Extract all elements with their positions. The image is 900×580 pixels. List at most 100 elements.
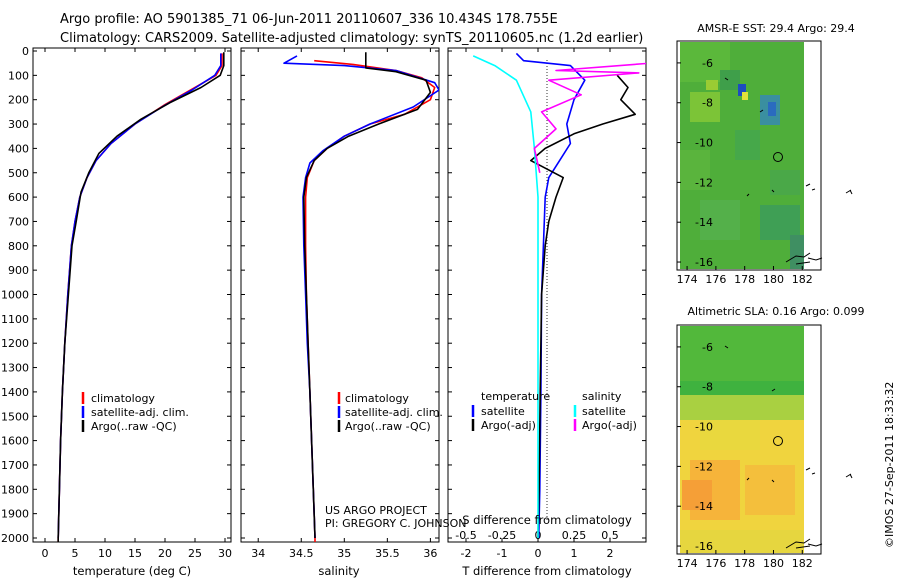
sla-map: Altimetric SLA: 0.16 Argo: 0.099 174 176 1… [676,305,865,570]
depth-tick-label: 1300 [1,362,29,375]
sst-map: AMSR-E SST: 29.4 Argo: 29.4 174 176 178 180… [676,22,855,286]
salinity-x-label: salinity [318,564,359,578]
temperature-legend: climatology satellite-adj. clim. Argo(..… [81,392,189,433]
legend-title-salinity: salinity [582,390,622,403]
map-lat-tick-label: -8 [702,381,713,394]
sst-y-axis: -6 -8 -10 -12 -14 -16 [677,57,713,269]
t-difference-x-tick-label: -1 [497,547,508,560]
sst-field [680,42,804,269]
legend-title-temperature: temperature [481,390,550,403]
map-lat-tick-label: -14 [695,216,713,229]
map-lat-tick-label: -14 [695,500,713,513]
depth-tick-label: 300 [8,118,29,131]
depth-tick-label: 1700 [1,459,29,472]
depth-tick-label: 1200 [1,337,29,350]
depth-axis: 0 100 200 300 400 500 600 700 800 900 1000 1100 1200… [1,45,646,545]
map-lat-tick-label: -16 [695,540,713,553]
temperature-x-tick-label: 30 [218,547,232,560]
legend-label-argo: Argo(..raw -QC) [91,420,177,433]
map-lon-tick-label: 174 [677,557,698,570]
difference-legend: temperature salinity satellite Argo(-adj… [471,390,637,432]
map-lon-tick-label: 178 [734,557,755,570]
legend-label-s-argo: Argo(-adj) [582,419,637,432]
map-lat-tick-label: -12 [695,460,713,473]
salinity-legend: climatology satellite-adj. clim. Argo(..… [337,392,443,433]
sst-coastlines [724,77,853,265]
map-lon-tick-label: 180 [763,273,784,286]
temperature-x-tick-label: 15 [128,547,142,560]
s-difference-x-tick-label: -0.25 [488,529,516,542]
depth-tick-label: 1800 [1,483,29,496]
map-lat-tick-label: -12 [695,176,713,189]
t-difference-x-tick-label: -2 [461,547,472,560]
salinity-x-tick-label: 34.5 [289,547,314,560]
temperature-x-tick-label: 25 [188,547,202,560]
t-difference-x-tick-label: 0 [535,547,542,560]
legend-label-t-argo: Argo(-adj) [481,419,536,432]
sst-argo-location-marker [773,152,783,162]
s-difference-x-tick-label: 0.5 [601,529,619,542]
map-lon-tick-label: 182 [792,557,813,570]
imos-timestamp: ©IMOS 27-Sep-2011 18:33:32 [883,382,896,548]
depth-tick-label: 1400 [1,386,29,399]
depth-tick-label: 800 [8,240,29,253]
t-difference-x-tick-label: 2 [607,547,614,560]
temperature-x-axis: 0 5 10 15 20 25 30 [42,48,232,560]
map-lat-tick-label: -8 [702,97,713,110]
depth-tick-label: 1900 [1,508,29,521]
depth-tick-label: 1100 [1,313,29,326]
series-line-argo-raw-qc- [302,52,432,539]
project-annotation: US ARGO PROJECT [325,504,427,517]
depth-tick-label: 500 [8,167,29,180]
temperature-x-tick-label: 0 [42,547,49,560]
map-lat-tick-label: -6 [702,57,713,70]
sla-coastlines [724,345,853,549]
legend-label-satellite: satellite-adj. clim. [345,406,443,419]
s-difference-x-tick-label: -0.5 [455,529,476,542]
series-line-climatology [57,53,223,542]
map-lat-tick-label: -6 [702,341,713,354]
series-line-temperature-satellite [515,52,586,539]
pi-annotation: PI: GREGORY C. JOHNSON [325,517,466,530]
s-difference-x-axis: -0.5 -0.25 0 0.25 0.5 [455,529,618,542]
salinity-x-tick-label: 36 [423,547,437,560]
salinity-x-tick-label: 34 [251,547,265,560]
map-lat-tick-label: -10 [695,137,713,150]
legend-label-climatology: climatology [345,392,409,405]
t-difference-x-label: T difference from climatology [461,564,632,578]
depth-tick-label: 1600 [1,435,29,448]
depth-tick-label: 1000 [1,289,29,302]
map-lon-tick-label: 182 [792,273,813,286]
temperature-x-label: temperature (deg C) [73,564,191,578]
depth-tick-label: 600 [8,191,29,204]
sla-map-title: Altimetric SLA: 0.16 Argo: 0.099 [687,305,864,318]
series-line-satellite-adj-clim- [57,53,222,539]
series-line-salinity-argo-adj- [533,62,646,173]
sla-field [680,326,804,553]
depth-tick-label: 100 [8,69,29,82]
depth-tick-label: 900 [8,264,29,277]
series-line-climatology [304,59,436,542]
depth-tick-label: 1500 [1,410,29,423]
legend-label-climatology: climatology [91,392,155,405]
sst-map-title: AMSR-E SST: 29.4 Argo: 29.4 [697,22,855,35]
sla-argo-location-marker [773,436,783,446]
series-line-argo-raw-qc- [57,52,225,542]
sla-y-axis: -6 -8 -10 -12 -14 -16 [677,341,713,553]
figure-title: Argo profile: AO 5901385_71 06-Jun-2011 … [60,12,558,27]
legend-label-argo: Argo(..raw -QC) [345,420,431,433]
s-difference-x-label: S difference from climatology [462,513,632,527]
legend-label-s-satellite: satellite [582,405,626,418]
figure-subtitle: Climatology: CARS2009. Satellite-adjuste… [60,31,643,46]
legend-label-t-satellite: satellite [481,405,525,418]
salinity-x-axis: 34 34.5 35 35.5 36 [251,48,437,560]
s-difference-x-tick-label: 0.25 [562,529,587,542]
salinity-x-tick-label: 35 [337,547,351,560]
temperature-series [57,52,225,542]
salinity-x-tick-label: 35.5 [375,547,400,560]
salinity-panel-frame [240,47,440,543]
depth-tick-label: 700 [8,215,29,228]
map-lat-tick-label: -16 [695,256,713,269]
salinity-series [283,52,439,542]
